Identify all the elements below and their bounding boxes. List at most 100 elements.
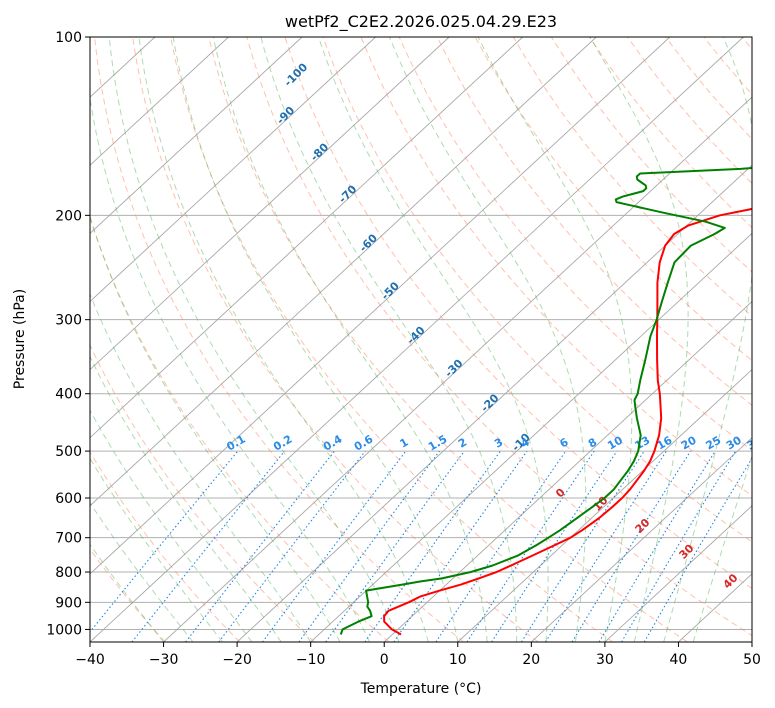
moist-adiabat-label: 20 bbox=[633, 516, 653, 536]
mixing-ratio-line bbox=[643, 457, 752, 642]
mixing-ratio-label: 8 bbox=[586, 436, 599, 451]
chart-title: wetPf2_C2E2.2026.025.04.29.E23 bbox=[285, 12, 557, 32]
moist-adiabat bbox=[90, 355, 282, 642]
background-lines bbox=[90, 37, 752, 642]
isotherm bbox=[90, 37, 744, 642]
mixing-ratio-label: 0.1 bbox=[224, 433, 247, 454]
mixing-ratio-label: 10 bbox=[605, 433, 625, 452]
isotherm bbox=[90, 37, 376, 303]
x-tick-label: −20 bbox=[222, 652, 252, 668]
dry-adiabat bbox=[90, 548, 166, 642]
dry-adiabat bbox=[284, 37, 752, 589]
mixing-ratio-line bbox=[262, 450, 407, 642]
dry-adiabat bbox=[90, 216, 390, 642]
dry-adiabat bbox=[512, 37, 752, 317]
moist-adiabat-label: 40 bbox=[721, 571, 741, 591]
dry-adiabat bbox=[322, 37, 752, 543]
isotherm bbox=[90, 37, 303, 234]
x-axis-label: Temperature (°C) bbox=[360, 681, 482, 697]
moist-adiabat bbox=[90, 292, 312, 642]
mixing-ratio-label: 0.6 bbox=[352, 432, 376, 453]
y-tick-label: 500 bbox=[55, 444, 82, 460]
dry-adiabat bbox=[703, 37, 752, 95]
x-tick-label: −40 bbox=[75, 652, 105, 668]
moist-adiabat bbox=[90, 409, 253, 642]
mixing-ratio-label: 1 bbox=[397, 436, 410, 451]
dry-adiabat-label: -70 bbox=[336, 182, 359, 205]
moist-adiabat-label: 30 bbox=[677, 541, 697, 561]
moist-adiabat bbox=[90, 543, 164, 642]
mixing-ratio-line bbox=[598, 450, 716, 642]
mixing-ratio-label: 2 bbox=[456, 436, 469, 451]
moist-adiabat bbox=[90, 94, 370, 642]
mixing-ratio-line bbox=[185, 450, 335, 642]
mixing-ratio-line bbox=[298, 450, 440, 642]
moist-adiabat bbox=[589, 37, 689, 642]
x-tick-label: −30 bbox=[149, 652, 179, 668]
dry-adiabat-label: -100 bbox=[282, 60, 311, 89]
moist-adiabat bbox=[108, 37, 400, 642]
y-tick-label: 1000 bbox=[46, 622, 82, 638]
mixing-ratio-line bbox=[364, 450, 501, 642]
mixing-ratio-line bbox=[218, 450, 366, 642]
dry-adiabat bbox=[90, 451, 241, 642]
moist-adiabat bbox=[477, 37, 633, 642]
isotherm bbox=[457, 368, 752, 642]
x-tick-label: 40 bbox=[669, 652, 687, 668]
mixing-ratio-line bbox=[491, 450, 618, 642]
mixing-ratio-line bbox=[571, 450, 691, 642]
mixing-ratio-label: 36 bbox=[745, 433, 765, 452]
dry-adiabat-label: -30 bbox=[442, 356, 465, 379]
isotherm bbox=[383, 300, 752, 642]
moist-adiabat bbox=[692, 454, 752, 642]
x-tick-label: 30 bbox=[596, 652, 614, 668]
mixing-ratio-label: 0.4 bbox=[321, 432, 345, 453]
isotherm bbox=[90, 37, 671, 575]
moist-adiabat bbox=[212, 37, 488, 642]
x-tick-label: 20 bbox=[522, 652, 540, 668]
y-tick-label: 100 bbox=[55, 30, 82, 46]
isotherm bbox=[90, 37, 524, 439]
y-tick-label: 200 bbox=[55, 208, 82, 224]
moist-adiabat bbox=[90, 501, 194, 642]
moist-adiabat bbox=[260, 37, 518, 642]
dry-adiabat-label: -20 bbox=[478, 391, 501, 414]
x-tick-label: 10 bbox=[449, 652, 467, 668]
isotherm bbox=[236, 164, 752, 642]
moist-adiabat bbox=[663, 37, 752, 642]
mixing-ratio-label: 0.2 bbox=[271, 433, 294, 454]
mixing-ratio-label: 20 bbox=[679, 433, 699, 452]
dry-adiabat bbox=[90, 344, 315, 642]
dry-adiabat bbox=[741, 37, 752, 50]
y-tick-label: 400 bbox=[55, 387, 82, 403]
dry-adiabat bbox=[208, 37, 688, 642]
isotherm bbox=[90, 37, 597, 507]
mixing-ratio-label: 1.5 bbox=[426, 433, 449, 454]
isotherm bbox=[90, 37, 450, 371]
x-axis: −40 −30 −20 −10 0 10 20 30 40 50 bbox=[75, 642, 761, 668]
dry-adiabat bbox=[360, 37, 752, 497]
dry-adiabat bbox=[474, 37, 752, 362]
line-labels: -100-90-80-70-60-50-40-30-20-100.1 0.2 0.4… bbox=[224, 60, 765, 591]
mixing-ratio-line bbox=[393, 450, 528, 642]
moist-adiabat bbox=[90, 214, 341, 642]
profiles bbox=[339, 167, 752, 636]
dry-adiabat bbox=[170, 37, 613, 642]
moist-adiabat bbox=[318, 37, 549, 642]
dewpoint-line bbox=[339, 167, 752, 635]
mixing-ratio-line bbox=[90, 450, 239, 633]
isotherm bbox=[90, 37, 229, 166]
isotherm bbox=[604, 505, 752, 642]
y-tick-label: 900 bbox=[55, 595, 82, 611]
mixing-ratio-line bbox=[466, 450, 595, 642]
y-tick-label: 600 bbox=[55, 491, 82, 507]
dry-adiabat-label: -90 bbox=[274, 104, 297, 127]
dry-adiabat bbox=[246, 37, 752, 637]
mixing-ratio-label: 13 bbox=[633, 434, 653, 453]
dry-adiabat-label: -40 bbox=[404, 324, 427, 347]
isotherm bbox=[531, 437, 752, 642]
y-tick-label: 800 bbox=[55, 565, 82, 581]
dry-adiabat-label: -50 bbox=[379, 279, 402, 302]
isotherm bbox=[310, 232, 752, 642]
mixing-ratio-line bbox=[325, 450, 465, 642]
